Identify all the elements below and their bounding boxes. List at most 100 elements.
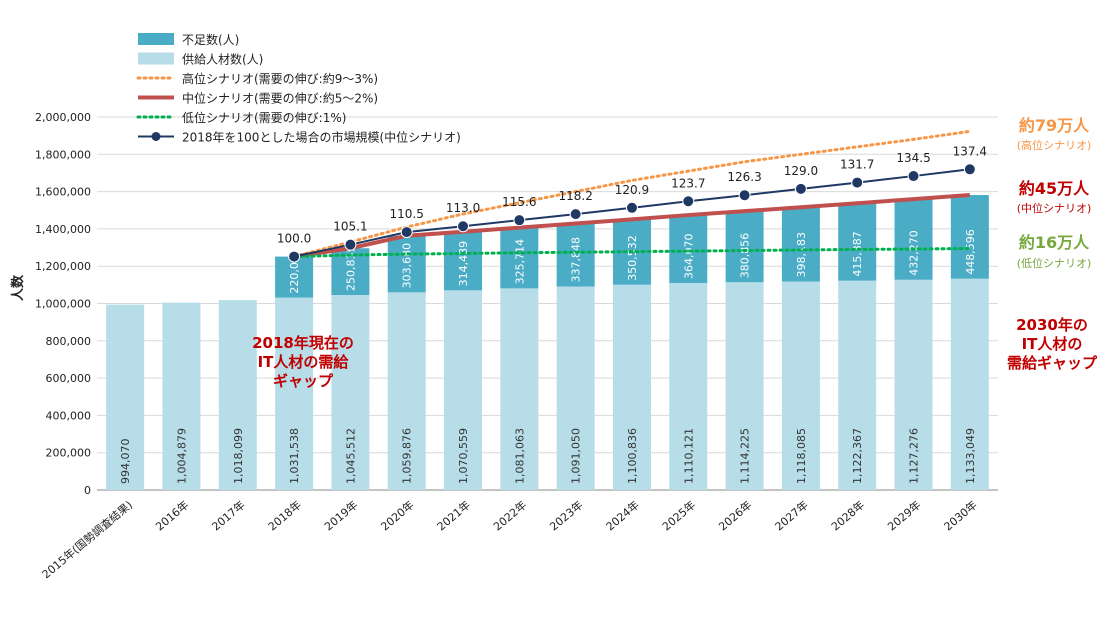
scenario-lines: 100.0 105.1 110.5 113.0 115.6 118.2 120.9 123.7… — [277, 129, 987, 263]
supply-bar — [218, 300, 257, 490]
y-tick-label: 800,000 — [46, 335, 92, 348]
shortage-bar — [444, 231, 483, 291]
supply-value-label: 1,091,050 — [570, 428, 583, 484]
market-index-point — [907, 170, 920, 183]
shortage-value-label: 350,532 — [626, 235, 639, 281]
x-tick-label: 2016年 — [153, 498, 192, 534]
market-index-label: 134.5 — [896, 151, 930, 165]
x-tick-label: 2019年 — [321, 498, 360, 534]
shortage-bar — [275, 256, 314, 298]
market-index-label: 100.0 — [277, 232, 311, 246]
market-index-label: 126.3 — [727, 170, 761, 184]
gap-2018-note: 2018年現在の — [252, 334, 354, 352]
x-tick-label: 2022年 — [490, 498, 529, 534]
supply-bar — [669, 282, 708, 490]
shortage-bar — [500, 227, 539, 289]
market-index-label: 113.0 — [446, 201, 480, 215]
x-tick-label: 2015年(国勢調査結果) — [39, 498, 135, 582]
annotations: 約79万人 (高位シナリオ) 約45万人 (中位シナリオ) 約16万人 (低位シナリオ) 2… — [252, 116, 1098, 390]
supply-bar — [275, 297, 314, 490]
x-tick-label: 2017年 — [209, 498, 248, 534]
market-index-point — [963, 163, 976, 176]
market-index-label: 110.5 — [390, 207, 424, 221]
market-index-point — [682, 195, 695, 208]
y-tick-label: 1,200,000 — [35, 260, 91, 273]
x-tick-label: 2024年 — [603, 498, 642, 534]
legend-label: 2018年を100とした場合の市場規模(中位シナリオ) — [182, 130, 461, 145]
supply-bar — [612, 284, 651, 490]
legend-item: 低位シナリオ(需要の伸び:1%) — [136, 110, 346, 125]
x-tick-label: 2029年 — [885, 498, 924, 534]
market-index-point — [569, 208, 582, 221]
x-tick-labels: 2015年(国勢調査結果) 2016年 2017年 2018年 2019年 2020年 20… — [39, 498, 980, 582]
supply-bar — [162, 302, 201, 490]
shortage-value-label: 432,270 — [908, 230, 921, 276]
supply-bar — [387, 292, 426, 490]
legend-item: 不足数(人) — [138, 32, 239, 47]
legend-item: 2018年を100とした場合の市場規模(中位シナリオ) — [138, 130, 461, 145]
supply-value-label: 1,081,063 — [513, 428, 526, 484]
shortage-value-label: 448,596 — [964, 229, 977, 275]
shortage-value-label: 337,848 — [570, 237, 583, 283]
market-index-label: 129.0 — [784, 164, 818, 178]
gap-2030-note: IT人材の — [1022, 335, 1083, 353]
y-tick-label: 0 — [84, 484, 91, 497]
y-tick-label: 2,000,000 — [35, 111, 91, 124]
x-tick-label: 2028年 — [828, 498, 867, 534]
supply-value-label: 1,118,085 — [795, 428, 808, 484]
market-index-point — [400, 226, 413, 239]
legend-label: 低位シナリオ(需要の伸び:1%) — [182, 110, 346, 125]
shortage-bar — [387, 235, 426, 293]
gap-2018-note: IT人材の需給 — [258, 353, 350, 371]
y-tick-label: 600,000 — [46, 372, 92, 385]
y-tick-label: 1,600,000 — [35, 186, 91, 199]
x-tick-label: 2020年 — [378, 498, 417, 534]
market-index-label: 115.6 — [502, 195, 536, 209]
legend: 不足数(人) 供給人材数(人) 高位シナリオ(需要の伸び:約9〜3%) 中位シナリオ(… — [136, 32, 461, 145]
y-tick-label: 1,400,000 — [35, 223, 91, 236]
supply-bar — [950, 278, 989, 490]
legend-label: 中位シナリオ(需要の伸び:約5〜2%) — [182, 91, 378, 106]
shortage-bar — [838, 203, 877, 281]
supply-bar — [838, 280, 877, 490]
supply-value-label: 1,114,225 — [739, 428, 752, 484]
supply-value-label: 1,018,099 — [232, 428, 245, 484]
market-index-label: 120.9 — [615, 183, 649, 197]
y-tick-label: 200,000 — [46, 447, 92, 460]
market-index-point — [457, 220, 470, 233]
legend-item: 供給人材数(人) — [138, 52, 263, 67]
supply-value-label: 1,031,538 — [288, 428, 301, 484]
x-tick-label: 2030年 — [941, 498, 980, 534]
supply-value-label: 1,045,512 — [344, 428, 357, 484]
gap-2030-note: 需給ギャップ — [1007, 354, 1098, 372]
legend-swatch — [138, 33, 174, 45]
market-index-point — [851, 176, 864, 189]
shortage-value-label: 303,680 — [401, 243, 414, 289]
bars: 994,070 1,004,879 1,018,099220,0001,031,53… — [106, 195, 989, 490]
x-tick-label: 2023年 — [547, 498, 586, 534]
legend-swatch — [138, 52, 174, 65]
market-index-point — [513, 214, 526, 227]
x-tick-label: 2026年 — [716, 498, 755, 534]
shortage-value-label: 415,387 — [851, 231, 864, 277]
supply-value-label: 1,004,879 — [175, 428, 188, 484]
market-index-label: 137.4 — [953, 144, 987, 158]
supply-value-label: 1,133,049 — [964, 428, 977, 484]
shortage-value-label: 380,856 — [739, 233, 752, 279]
market-index-point — [625, 201, 638, 214]
supply-value-label: 1,110,121 — [682, 428, 695, 484]
supply-value-label: 1,127,276 — [908, 428, 921, 484]
mid-gap-caption: (中位シナリオ) — [1017, 201, 1092, 215]
market-index-label: 105.1 — [333, 220, 367, 234]
shortage-value-label: 364,070 — [682, 233, 695, 279]
shortage-bar — [725, 211, 764, 283]
x-tick-label: 2027年 — [772, 498, 811, 534]
supply-bar — [500, 288, 539, 490]
gap-2030-note: 2030年の — [1016, 316, 1088, 334]
y-tick-label: 400,000 — [46, 409, 92, 422]
supply-bar — [781, 281, 820, 490]
scenario-line — [292, 246, 972, 259]
market-index-point — [794, 182, 807, 195]
shortage-value-label: 314,439 — [457, 241, 470, 287]
